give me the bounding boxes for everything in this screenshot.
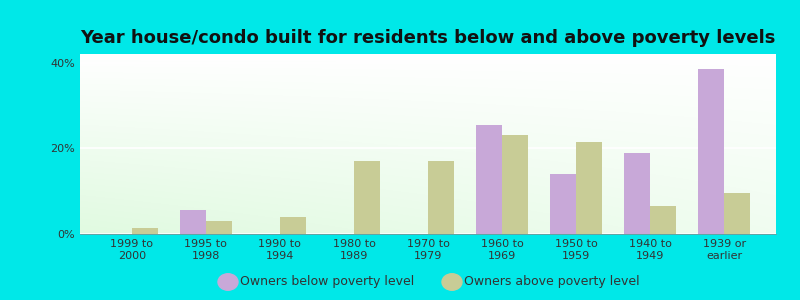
Bar [624,153,650,234]
Bar [280,217,306,234]
Bar [206,221,232,234]
Bar [180,210,206,234]
Bar [354,161,380,234]
Bar [502,135,528,234]
Bar [698,69,724,234]
Text: Owners above poverty level: Owners above poverty level [464,275,640,289]
Title: Year house/condo built for residents below and above poverty levels: Year house/condo built for residents bel… [80,29,776,47]
Bar [428,161,454,234]
Bar [650,206,676,234]
Bar [132,228,158,234]
Bar [476,125,502,234]
Bar [576,142,602,234]
Text: Owners below poverty level: Owners below poverty level [240,275,414,289]
Bar [550,174,576,234]
Bar [724,193,750,234]
